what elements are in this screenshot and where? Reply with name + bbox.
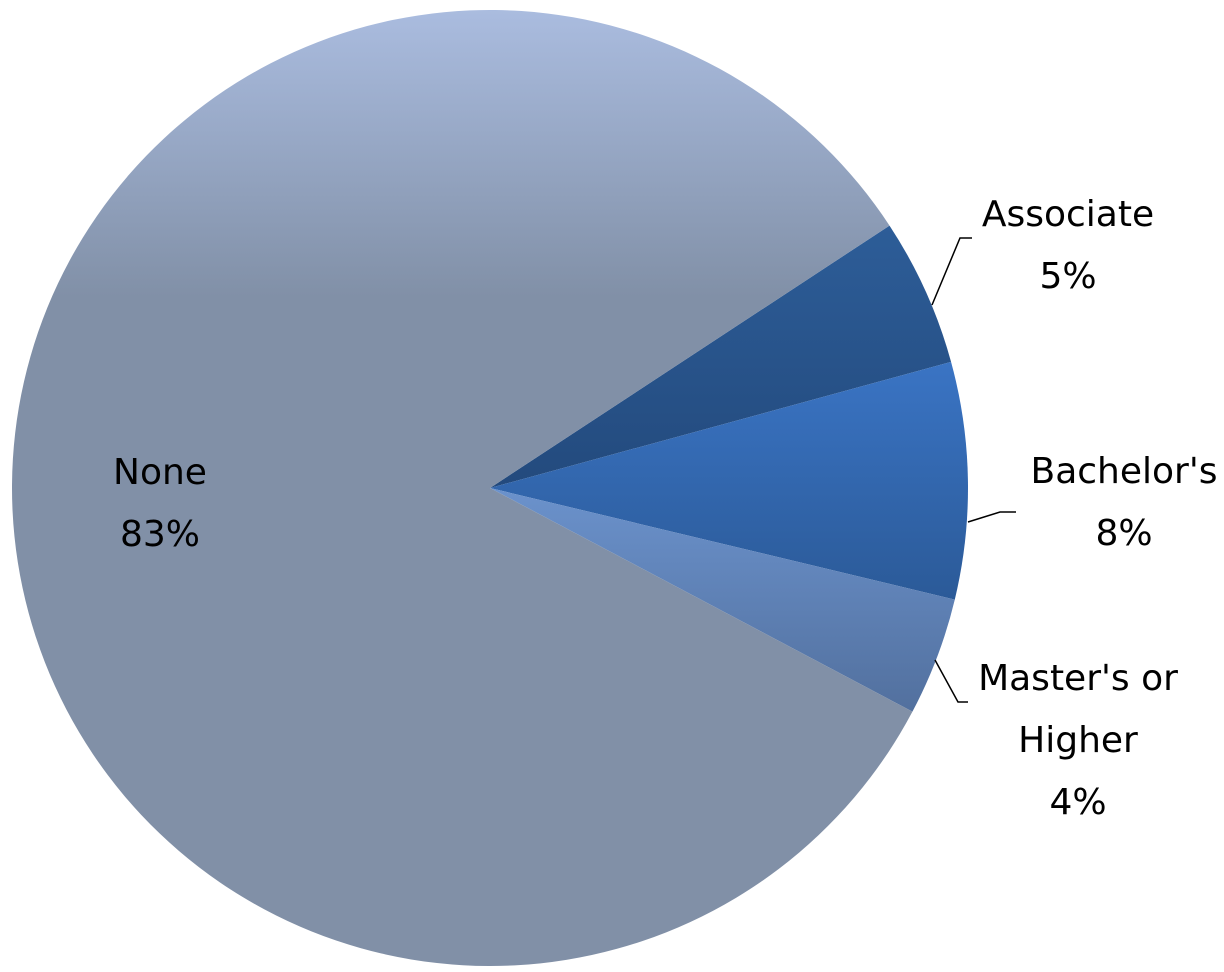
data-label: None 83% xyxy=(113,452,207,555)
slice-label: Associate xyxy=(982,194,1154,235)
slice-label: Bachelor's xyxy=(1031,451,1218,492)
data-label: Bachelor's 8% xyxy=(1031,451,1218,554)
slice-percent: 5% xyxy=(1039,256,1096,297)
slice-label: Higher xyxy=(1018,720,1138,761)
leader-line xyxy=(967,511,1016,523)
data-label: Master's or Higher 4% xyxy=(978,658,1178,823)
pie-slice-master-s-or-higher xyxy=(490,488,955,712)
pie-slice-associate xyxy=(490,225,952,488)
leader-line xyxy=(931,237,972,306)
data-label: Associate 5% xyxy=(982,194,1154,297)
slice-label: Master's or xyxy=(978,658,1178,699)
slice-label: None xyxy=(113,452,207,493)
leader-line xyxy=(934,659,968,703)
pie-slice-none xyxy=(12,9,913,966)
pie-slice-bachelor-s xyxy=(490,361,968,600)
slice-percent: 4% xyxy=(1049,782,1106,823)
slice-percent: 83% xyxy=(120,514,200,555)
slice-percent: 8% xyxy=(1095,513,1152,554)
